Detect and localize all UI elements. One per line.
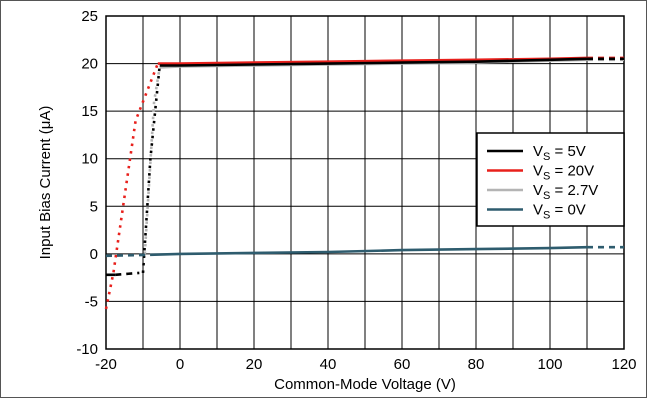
x-tick-label: 0 [176,356,184,373]
y-tick-label: 10 [81,151,98,168]
legend-entry-subscript: S [543,190,550,202]
legend-entry: VS = 20V [533,163,594,183]
x-tick-label: 100 [537,356,562,373]
y-tick-label: 0 [90,246,98,263]
legend-entry-symbol: V [533,163,543,180]
y-axis-label-mu: μ [37,121,54,130]
legend-entry-value: = 2.7V [550,182,598,199]
x-tick-label: 40 [320,356,337,373]
legend-entry-value: = 5V [550,143,585,160]
series-line [106,57,624,277]
legend-entry: VS = 5V [533,143,586,163]
x-tick-label: 60 [394,356,411,373]
legend-entry-subscript: S [543,210,550,222]
x-tick-label: 80 [468,356,485,373]
series-line [105,245,624,258]
y-tick-labels: -10 -5 0 5 10 15 20 25 [76,8,98,358]
y-tick-label: -10 [76,341,98,358]
legend-entry-value: = 20V [550,163,594,180]
x-axis-label: Common-Mode Voltage (V) [274,376,456,393]
legend-entry-symbol: V [533,143,543,160]
y-tick-label: 25 [81,8,98,25]
series-segment [141,65,161,273]
series-segment [104,63,160,310]
y-tick-label: 20 [81,56,98,73]
series-segment [159,57,588,67]
legend-entry: VS = 0V [533,202,586,222]
y-axis-label-suffix: A) [37,106,54,121]
x-tick-label: -20 [95,356,117,373]
legend-entry-subscript: S [543,171,550,183]
legend-entry: VS = 2.7V [533,182,598,202]
series-segment [115,271,140,277]
y-tick-label: -5 [85,293,98,310]
series-segment [105,253,151,258]
x-tick-label: 120 [611,356,636,373]
legend-entry-symbol: V [533,182,543,199]
legend-entry-value: = 0V [550,202,585,219]
legend-entry-subscript: S [543,151,550,163]
series-segment [150,245,588,257]
x-tick-labels: -20 0 20 40 60 80 100 120 [95,356,636,373]
series-layer [104,56,624,310]
legend-entry-symbol: V [533,202,543,219]
x-tick-label: 20 [246,356,263,373]
y-axis-label-prefix: Input Bias Current ( [37,129,54,259]
y-tick-label: 15 [81,103,98,120]
y-axis-label: Input Bias Current (μA) [37,106,54,260]
y-tick-label: 5 [90,198,98,215]
